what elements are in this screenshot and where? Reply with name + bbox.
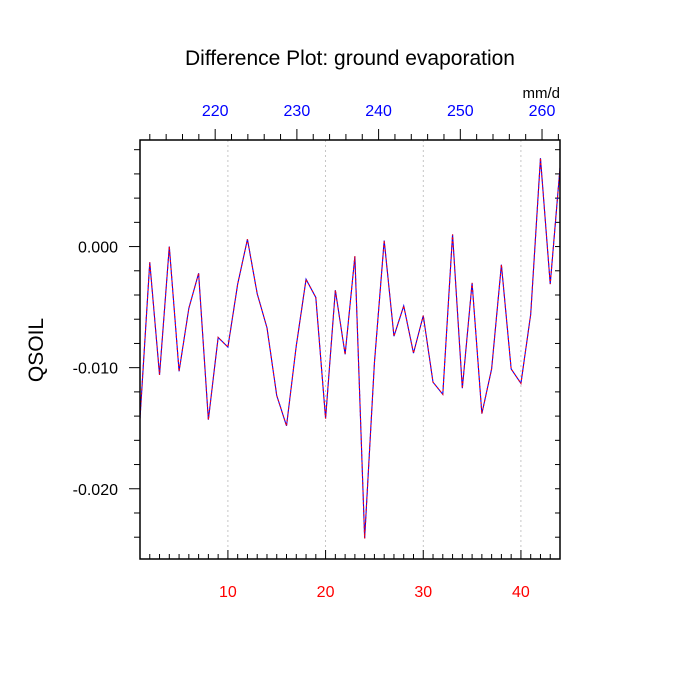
axis-ticks xyxy=(129,129,561,559)
y-tick-label: -0.010 xyxy=(73,361,118,378)
chart-title: Difference Plot: ground evaporation xyxy=(185,47,515,70)
series-lines xyxy=(139,158,561,539)
x-tick-label: 40 xyxy=(512,584,530,601)
series-line-overlay xyxy=(139,158,561,539)
plot-frame xyxy=(139,139,561,560)
y-axis-label: QSOIL xyxy=(25,318,48,382)
x-tick-label: 30 xyxy=(414,584,432,601)
x-tick-label: 10 xyxy=(219,584,237,601)
top-tick-label: 220 xyxy=(202,103,229,120)
y-tick-label: 0.000 xyxy=(78,240,118,257)
x-tick-label: 20 xyxy=(317,584,335,601)
top-tick-label: 230 xyxy=(284,103,311,120)
y-tick-label: -0.020 xyxy=(73,482,118,499)
top-tick-label: 240 xyxy=(365,103,392,120)
units-label: mm/d xyxy=(523,85,561,102)
top-tick-label: 260 xyxy=(529,103,556,120)
tick-labels: 10 20 30 40 220 230 240 250 260 0.000 -0.010 -0.020 xyxy=(73,103,556,601)
top-tick-label: 250 xyxy=(447,103,474,120)
series-line xyxy=(139,158,561,539)
